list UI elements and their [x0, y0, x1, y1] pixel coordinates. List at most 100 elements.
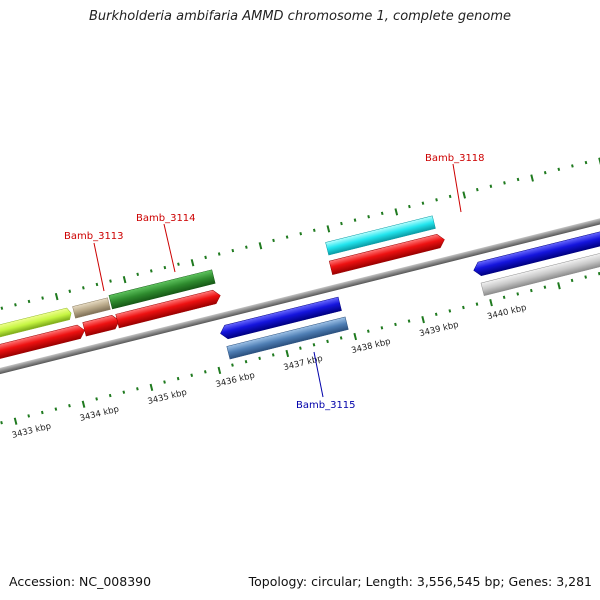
gene-feature-blue-2[interactable] — [472, 225, 600, 277]
leader-line-bamb-3114 — [163, 223, 176, 273]
minor-tick — [312, 228, 316, 232]
minor-tick — [584, 275, 587, 279]
minor-tick — [367, 215, 370, 219]
topology-summary: Topology: circular; Length: 3,556,545 bp… — [248, 574, 592, 589]
gene-feature-tan[interactable] — [72, 297, 111, 319]
minor-tick — [109, 279, 112, 283]
minor-tick — [299, 346, 302, 350]
minor-tick — [570, 278, 574, 283]
minor-tick — [204, 255, 207, 260]
major-tick — [54, 292, 59, 301]
genome-strip: 3433 kbp 3434 kbp 3435 kbp 3436 kbp 3437… — [0, 157, 600, 441]
minor-tick — [339, 336, 343, 340]
minor-tick — [177, 262, 180, 266]
minor-tick — [407, 319, 411, 323]
minor-tick — [203, 370, 207, 374]
gene-feature-red-1[interactable] — [0, 324, 86, 365]
minor-tick — [448, 194, 452, 199]
minor-tick — [190, 373, 194, 377]
minor-tick — [434, 312, 438, 316]
minor-tick — [176, 376, 180, 381]
minor-tick — [40, 410, 44, 415]
gene-feature-red-4[interactable] — [328, 233, 446, 275]
map-title: Burkholderia ambifaria AMMD chromosome 1… — [88, 9, 512, 24]
leader-line-bamb-3115 — [313, 351, 324, 398]
minor-tick — [41, 296, 44, 300]
forward-tick-track — [0, 157, 600, 310]
minor-tick — [380, 326, 384, 330]
minor-tick — [299, 231, 303, 236]
minor-tick — [529, 288, 533, 293]
minor-tick — [557, 167, 561, 172]
minor-tick — [394, 322, 397, 327]
gene-label-bamb-3115[interactable]: Bamb_3115 — [296, 400, 356, 411]
gene-feature-grey[interactable] — [480, 245, 600, 296]
major-tick — [285, 349, 290, 358]
major-tick — [149, 383, 154, 391]
minor-tick — [82, 286, 85, 290]
minor-tick — [312, 343, 316, 347]
minor-tick — [408, 204, 411, 209]
forward-outer-row — [0, 215, 436, 342]
major-tick — [557, 282, 561, 290]
major-tick — [217, 366, 222, 375]
gene-label-bamb-3114[interactable]: Bamb_3114 — [136, 213, 196, 224]
minor-tick — [571, 164, 574, 168]
minor-tick — [489, 184, 493, 188]
minor-tick — [516, 177, 520, 182]
major-tick — [122, 276, 127, 284]
minor-tick — [68, 289, 72, 293]
minor-tick — [95, 282, 99, 287]
minor-tick — [108, 393, 112, 398]
leader-line-bamb-3113 — [93, 242, 105, 292]
minor-tick — [462, 305, 465, 310]
major-tick — [489, 299, 493, 307]
minor-tick — [231, 248, 235, 253]
minor-tick — [54, 407, 58, 411]
minor-tick — [340, 221, 343, 226]
major-tick — [598, 157, 600, 165]
minor-tick — [543, 285, 547, 289]
gene-feature-red-3[interactable] — [115, 289, 222, 329]
major-tick — [462, 191, 467, 199]
gene-feature-bamb-3118[interactable] — [325, 215, 436, 256]
minor-tick — [502, 295, 506, 300]
reverse-outer-row — [226, 245, 600, 360]
minor-tick — [0, 420, 3, 425]
minor-tick — [136, 272, 140, 277]
minor-tick — [27, 299, 31, 304]
minor-tick — [217, 252, 221, 256]
major-tick — [353, 332, 358, 341]
minor-tick — [475, 302, 479, 306]
reverse-inner-row — [219, 225, 600, 340]
minor-tick — [271, 353, 275, 357]
minor-tick — [421, 201, 425, 205]
major-tick — [530, 174, 534, 182]
gene-feature-bamb-3114[interactable] — [108, 269, 216, 310]
minor-tick — [353, 218, 357, 222]
minor-tick — [475, 187, 479, 192]
gene-feature-bamb-3115[interactable] — [226, 316, 349, 360]
minor-tick — [503, 181, 506, 185]
major-tick — [326, 225, 331, 233]
major-tick — [421, 315, 425, 324]
minor-tick — [543, 171, 547, 175]
gene-feature-lime[interactable] — [0, 307, 73, 342]
minor-tick — [326, 339, 329, 344]
gene-feature-red-2[interactable] — [82, 314, 121, 337]
major-tick — [13, 417, 18, 425]
gene-feature-blue-1[interactable] — [219, 296, 342, 340]
minor-tick — [435, 198, 438, 202]
minor-tick — [245, 245, 248, 249]
minor-tick — [366, 329, 370, 333]
gene-label-bamb-3113[interactable]: Bamb_3113 — [64, 231, 124, 242]
gene-label-bamb-3118[interactable]: Bamb_3118 — [425, 153, 485, 164]
minor-tick — [516, 292, 520, 296]
minor-tick — [163, 265, 167, 270]
minor-tick — [272, 238, 275, 243]
minor-tick — [149, 269, 153, 273]
minor-tick — [448, 309, 452, 313]
minor-tick — [285, 235, 289, 239]
